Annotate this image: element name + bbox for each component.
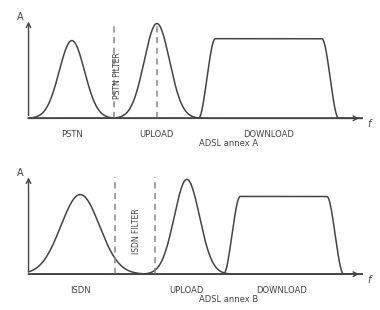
Text: PSTN: PSTN — [61, 130, 83, 139]
Text: PSTN FILTER: PSTN FILTER — [113, 52, 122, 99]
Text: DOWNLOAD: DOWNLOAD — [243, 130, 294, 139]
Text: A: A — [17, 168, 24, 178]
Text: UPLOAD: UPLOAD — [170, 286, 204, 294]
Text: A: A — [17, 12, 24, 22]
Text: f: f — [367, 275, 370, 285]
Text: ADSL annex B: ADSL annex B — [199, 295, 258, 304]
Text: ISDN: ISDN — [70, 286, 90, 294]
Text: f: f — [367, 119, 370, 129]
Text: DOWNLOAD: DOWNLOAD — [256, 286, 307, 294]
Text: ADSL annex A: ADSL annex A — [199, 139, 258, 148]
Text: ISDN FILTER: ISDN FILTER — [132, 209, 141, 254]
Text: UPLOAD: UPLOAD — [140, 130, 174, 139]
